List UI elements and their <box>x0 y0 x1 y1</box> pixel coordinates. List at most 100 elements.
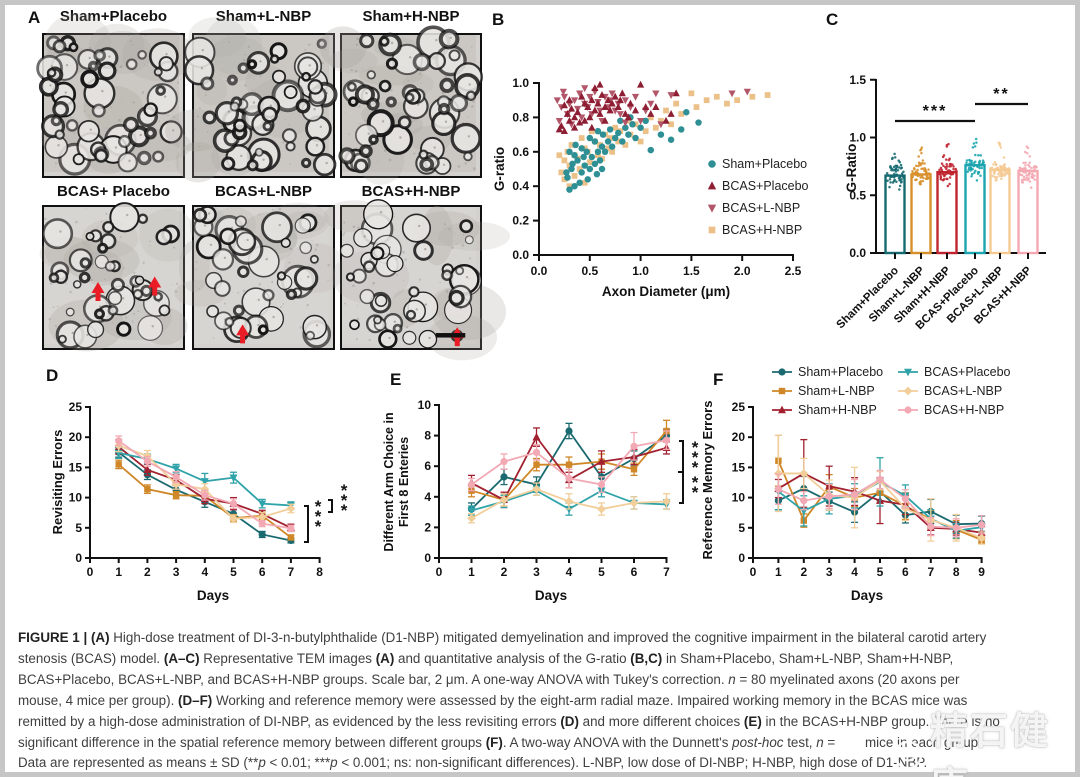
caption-line: Data are represented as means ± SD (**p … <box>18 755 928 771</box>
svg-text:8: 8 <box>316 565 323 579</box>
svg-text:0: 0 <box>424 551 431 565</box>
svg-text:*: * <box>341 481 348 500</box>
svg-text:1: 1 <box>775 565 782 579</box>
scale-bar <box>435 333 466 338</box>
panel-b-scatter-chart: 0.0 0.2 0.4 0.6 0.8 1.0 0.0 0.5 1.0 1.5 2.0 2.5 G-ra… <box>490 28 830 333</box>
svg-text:***: *** <box>923 103 948 120</box>
tem-image-bcas-lnbp <box>174 202 347 350</box>
svg-text:*: * <box>315 517 322 536</box>
svg-text:15: 15 <box>69 460 83 474</box>
svg-text:G-Ratio: G-Ratio <box>844 144 859 193</box>
svg-text:Sham+Placebo: Sham+Placebo <box>798 365 883 379</box>
jitter-dots <box>938 142 958 188</box>
caption-line: FIGURE 1 | (A) High-dose treatment of DI… <box>18 630 987 645</box>
svg-text:Different Arm Choice in: Different Arm Choice in <box>382 412 396 551</box>
svg-text:4: 4 <box>851 565 858 579</box>
svg-text:*: * <box>692 438 699 457</box>
panel-a-label: A <box>28 8 41 27</box>
svg-text:0: 0 <box>75 551 82 565</box>
svg-text:5: 5 <box>598 565 605 579</box>
svg-text:20: 20 <box>732 430 746 444</box>
caption-line: remitted by a high-dose administration o… <box>18 713 1000 729</box>
panel-f-label: F <box>713 370 724 389</box>
tem-micrograph <box>39 202 197 352</box>
svg-text:*: * <box>315 507 322 526</box>
svg-text:6: 6 <box>631 565 638 579</box>
caption-line: mouse, 4 mice per group). (D–F) Working … <box>18 692 968 708</box>
tem-micrograph <box>165 16 338 183</box>
tem-title-sham-hnbp: Sham+H-NBP <box>362 8 460 25</box>
svg-text:0.5: 0.5 <box>581 264 598 278</box>
svg-text:0.0: 0.0 <box>849 246 866 260</box>
bar-Sham+L-NBP <box>910 173 932 255</box>
svg-text:5: 5 <box>877 565 884 579</box>
tem-title-bcas-placebo: BCAS+ Placebo <box>57 183 170 200</box>
panel-c-svg: 0.00.51.01.5G-RatioSham+PlaceboSham+L-NB… <box>835 73 1046 332</box>
svg-text:4: 4 <box>201 565 208 579</box>
panel-b-svg: 0.0 0.2 0.4 0.6 0.8 1.0 0.0 0.5 1.0 1.5 2.0 2.5 G-ra… <box>492 76 809 299</box>
svg-text:First 8 Enteries: First 8 Enteries <box>397 437 411 527</box>
svg-text:8: 8 <box>953 565 960 579</box>
svg-text:0: 0 <box>738 551 745 565</box>
panel-c-bar-chart: 0.0 0.5 1.0 1.5 G-Ratio Sham+Placebo Sham+L-NB… <box>835 28 1080 363</box>
bar-BCAS+L-NBP <box>989 168 1011 255</box>
svg-text:2.0: 2.0 <box>734 264 751 278</box>
svg-text:5: 5 <box>230 565 237 579</box>
svg-text:BCAS+L-NBP: BCAS+L-NBP <box>722 201 800 215</box>
bar-BCAS+Placebo <box>964 164 986 255</box>
svg-text:0.6: 0.6 <box>512 145 529 159</box>
tem-title-bcas-lnbp: BCAS+L-NBP <box>214 183 313 200</box>
svg-text:2: 2 <box>800 565 807 579</box>
panel-e-svg: 0 2 4 6 8 10 0 1 2 3 4 5 6 7 Different Arm Choice in Fi… <box>382 398 699 603</box>
svg-text:25: 25 <box>69 400 83 414</box>
line-series-BCAS+H-NBP <box>467 430 671 493</box>
svg-text:6: 6 <box>424 459 431 473</box>
svg-text:4: 4 <box>566 565 573 579</box>
svg-text:BCAS+L-NBP: BCAS+L-NBP <box>924 384 1002 398</box>
svg-text:7: 7 <box>288 565 295 579</box>
tem-micrograph <box>319 25 483 185</box>
svg-text:0: 0 <box>87 565 94 579</box>
svg-text:*: * <box>341 501 348 520</box>
svg-text:2: 2 <box>424 520 431 534</box>
bar-Sham+H-NBP <box>936 170 958 255</box>
svg-text:**: ** <box>993 86 1009 103</box>
svg-text:7: 7 <box>927 565 934 579</box>
tem-image-bcas-hnbp <box>323 199 511 361</box>
svg-text:1.5: 1.5 <box>683 264 700 278</box>
caption-line: BCAS+Placebo, BCAS+L-NBP, and BCAS+H-NBP… <box>18 671 960 687</box>
svg-text:8: 8 <box>424 429 431 443</box>
scatter-series-Sham+Placebo <box>563 109 702 193</box>
svg-text:6: 6 <box>902 565 909 579</box>
tem-image-sham-hnbp <box>319 25 483 185</box>
bar-BCAS+H-NBP <box>1017 169 1039 255</box>
tem-title-bcas-hnbp: BCAS+H-NBP <box>361 183 461 200</box>
panel-e-line-chart: 0 2 4 6 8 10 0 1 2 3 4 5 6 7 Different Arm Choice in Fi… <box>382 360 713 618</box>
tem-micrograph <box>323 199 511 361</box>
red-arrow-icon <box>91 281 105 301</box>
svg-text:3: 3 <box>533 565 540 579</box>
svg-text:1.0: 1.0 <box>849 131 866 145</box>
svg-text:6: 6 <box>259 565 266 579</box>
svg-text:0.5: 0.5 <box>849 188 866 202</box>
svg-text:1: 1 <box>115 565 122 579</box>
svg-text:5: 5 <box>738 521 745 535</box>
svg-text:15: 15 <box>732 460 746 474</box>
red-arrow-icon <box>236 324 250 344</box>
svg-text:BCAS+H-NBP: BCAS+H-NBP <box>722 223 802 237</box>
svg-text:G-ratio: G-ratio <box>492 147 507 191</box>
svg-text:1.0: 1.0 <box>512 76 529 90</box>
svg-text:1.0: 1.0 <box>632 264 649 278</box>
tem-title-sham-placebo: Sham+Placebo <box>59 8 168 25</box>
line-series-BCAS+H-NBP <box>774 469 986 538</box>
svg-text:Revisiting Errors: Revisiting Errors <box>50 430 65 535</box>
svg-text:0: 0 <box>750 565 757 579</box>
svg-text:5: 5 <box>75 521 82 535</box>
svg-text:1: 1 <box>468 565 475 579</box>
panel-d-label: D <box>46 366 59 385</box>
panel-f-line-chart: 0 5 10 15 20 25 0 1 2 3 4 5 6 7 8 9 Reference Memory Err… <box>700 360 1080 618</box>
jitter-dots <box>885 152 905 191</box>
tem-image-sham-lnbp <box>165 16 338 183</box>
svg-text:2: 2 <box>144 565 151 579</box>
